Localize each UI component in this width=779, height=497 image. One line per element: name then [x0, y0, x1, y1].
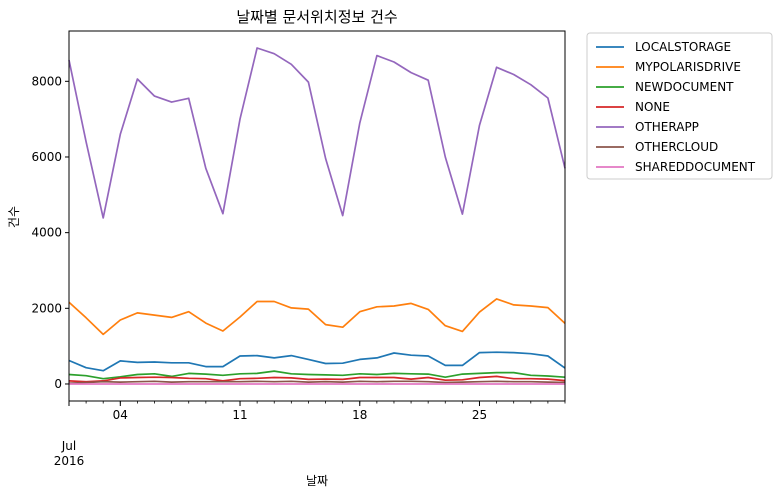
legend-entry-localstorage: LOCALSTORAGE [635, 40, 731, 54]
legend-entry-newdocument: NEWDOCUMENT [635, 80, 734, 94]
x-tick-label: 11 [232, 408, 247, 422]
y-axis-label: 건수 [7, 206, 21, 228]
series-line-mypolarisdrive [68, 298, 566, 336]
series-line-newdocument [68, 370, 566, 380]
series-line-localstorage [68, 351, 566, 372]
y-tick-label: 6000 [31, 150, 62, 164]
plot-frame [68, 30, 566, 402]
series-line-othercloud [68, 380, 566, 385]
y-axis: 0 2000 4000 6000 8000 [31, 74, 69, 391]
legend-entry-othercloud: OTHERCLOUD [635, 140, 718, 154]
series-line-none [68, 375, 566, 383]
plot-area [68, 30, 566, 402]
x-tick-label: 18 [352, 408, 367, 422]
y-tick-label: 4000 [31, 226, 62, 240]
x-tick-label: 04 [113, 408, 128, 422]
y-tick-label: 8000 [31, 74, 62, 88]
legend-entry-otherapp: OTHERAPP [635, 120, 699, 134]
legend-entry-none: NONE [635, 100, 670, 114]
x-axis-start-month: Jul 2016 [54, 439, 85, 468]
legend: LOCALSTORAGE MYPOLARISDRIVE NEWDOCUMENT NON… [586, 32, 773, 180]
chart-title: 날짜별 문서위치정보 건수 [236, 8, 397, 26]
series-layer [68, 47, 566, 385]
legend-entry-shareddocument: SHAREDDOCUMENT [635, 160, 756, 174]
y-tick-label: 0 [54, 377, 62, 391]
legend-entry-mypolarisdrive: MYPOLARISDRIVE [635, 60, 741, 74]
x-axis: 04 11 18 25 [68, 401, 566, 422]
x-axis-label: 날짜 [306, 474, 328, 488]
series-line-otherapp [68, 47, 566, 219]
legend-frame [586, 32, 773, 180]
x-tick-label: 25 [472, 408, 487, 422]
y-tick-label: 2000 [31, 301, 62, 315]
